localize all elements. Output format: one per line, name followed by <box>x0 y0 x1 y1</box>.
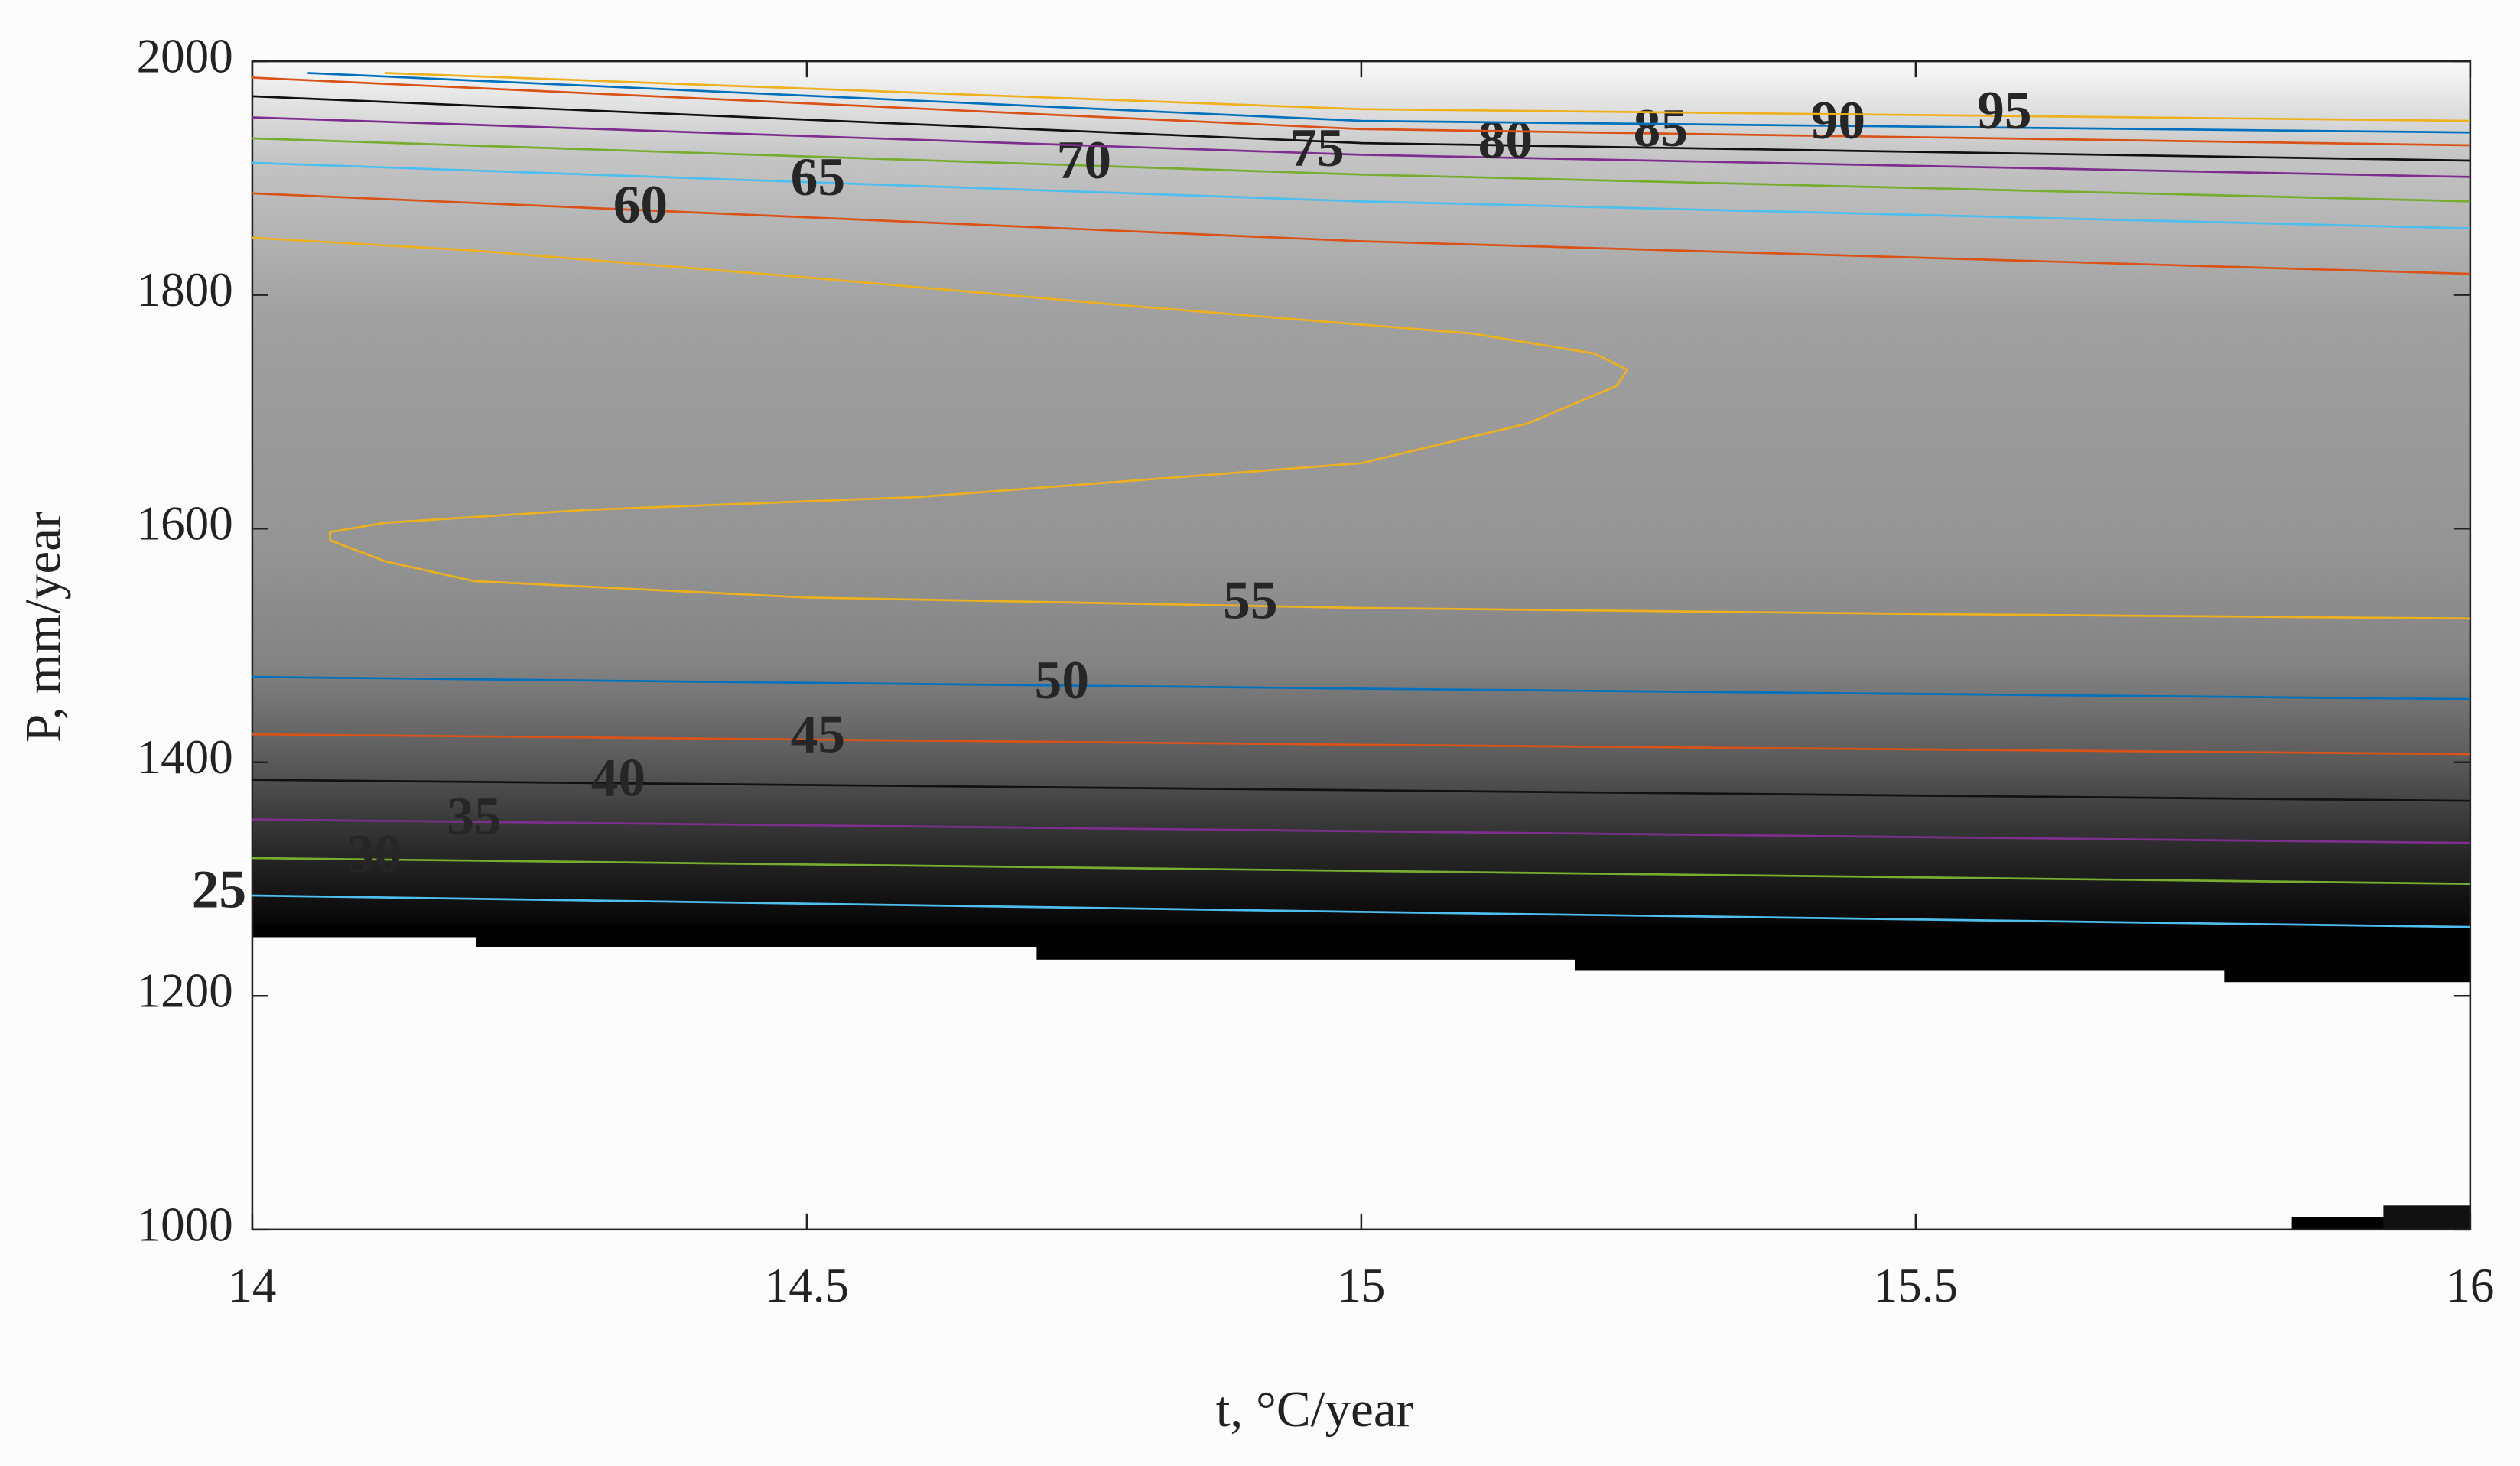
contour-line <box>252 116 2470 178</box>
contour-line <box>252 779 2470 802</box>
x-tick-label: 14 <box>228 1259 276 1312</box>
x-axis-label: t, °C/year <box>1216 1380 1413 1438</box>
contour-line <box>252 76 2470 147</box>
y-tick-label: 1200 <box>137 964 233 1018</box>
contour-line <box>252 236 2470 620</box>
y-tick-label: 1800 <box>137 263 233 317</box>
field <box>252 61 2470 1230</box>
contour-line <box>252 192 2470 275</box>
shading <box>1575 924 2226 971</box>
contour-line <box>252 818 2470 844</box>
contour-line <box>252 675 2470 700</box>
contour-line <box>252 733 2470 756</box>
contour-line <box>385 72 2470 122</box>
shading <box>1036 924 1577 960</box>
shading <box>2383 1205 2470 1230</box>
contour-line <box>252 894 2470 928</box>
contour-label: 45 <box>791 704 845 764</box>
x-tick-label: 15.5 <box>1874 1259 1958 1312</box>
contour-label: 95 <box>1977 80 2031 141</box>
contour-label: 90 <box>1811 90 1865 151</box>
contour-label: 85 <box>1634 98 1688 158</box>
shading <box>476 924 1039 947</box>
contour-label: 30 <box>347 824 402 884</box>
y-axis-label: P, mm/year <box>14 512 71 743</box>
contour-line <box>252 95 2470 162</box>
x-tick-label: 16 <box>2446 1259 2494 1312</box>
contour-label: 25 <box>192 860 246 920</box>
x-tick-label: 15 <box>1337 1259 1385 1312</box>
contour-label: 50 <box>1035 650 1089 710</box>
shading <box>2224 924 2470 983</box>
x-tick-label: 14.5 <box>765 1259 849 1312</box>
contour-label: 55 <box>1223 570 1277 631</box>
y-tick-label: 1000 <box>137 1198 233 1251</box>
contour-label: 40 <box>591 748 645 808</box>
contour-line <box>252 161 2470 230</box>
contour-label: 35 <box>447 786 501 847</box>
contour-line <box>252 857 2470 885</box>
contour-line <box>252 137 2470 203</box>
y-tick-label: 1400 <box>137 730 233 784</box>
contour-label: 60 <box>613 174 668 235</box>
shading <box>252 924 478 938</box>
contour-label: 70 <box>1057 130 1111 190</box>
y-tick-label: 2000 <box>137 30 233 83</box>
y-tick-label: 1600 <box>137 497 233 551</box>
contour-label: 80 <box>1478 109 1533 170</box>
contour-line <box>307 72 2470 134</box>
